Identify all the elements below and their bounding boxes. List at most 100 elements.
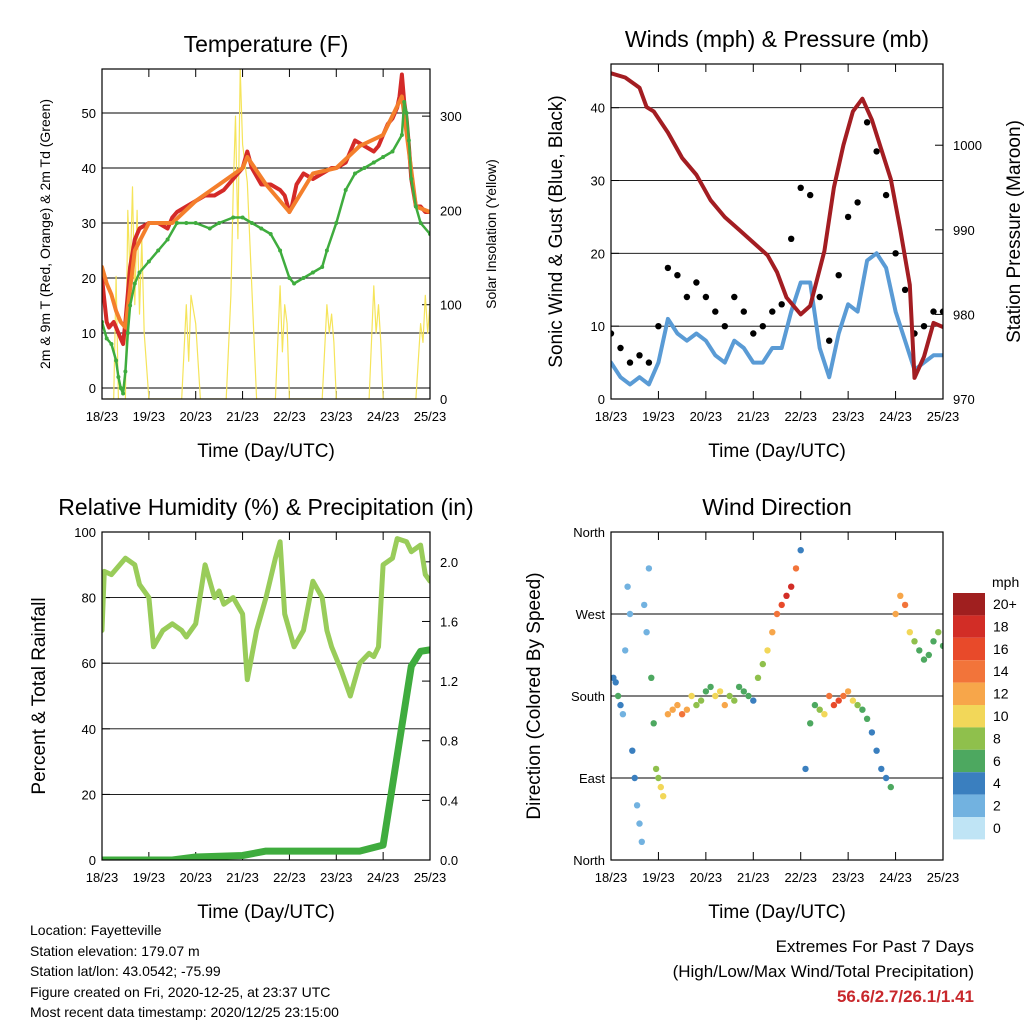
direction-point <box>925 651 932 659</box>
data-layer <box>102 69 430 399</box>
legend-swatch <box>953 749 985 773</box>
y-tick-label-right: 300 <box>440 109 462 124</box>
direction-point <box>882 774 890 782</box>
direction-point <box>892 610 899 618</box>
gust-point <box>712 308 719 315</box>
y-axis-label: 2m & 9m T (Red, Orange) & 2m Td (Green) <box>37 99 53 369</box>
x-tick-label: 22/23 <box>273 870 306 885</box>
gust-point <box>882 191 890 199</box>
gust-point <box>674 272 681 279</box>
direction-point <box>906 629 913 636</box>
direction-point <box>764 647 771 654</box>
dewpoint-point <box>390 149 395 154</box>
direction-point <box>624 583 631 590</box>
x-tick-label: 19/23 <box>642 409 675 424</box>
x-tick-label: 25/23 <box>927 409 960 424</box>
y-tick-label-right: 1.6 <box>440 614 458 629</box>
y-tick-label: 40 <box>591 101 605 116</box>
x-tick-label: 24/23 <box>367 409 400 424</box>
gust-point <box>636 352 643 359</box>
x-tick-label: 21/23 <box>226 870 259 885</box>
y-axis-label: Direction (Colored By Speed) <box>524 572 545 819</box>
direction-point <box>773 610 781 618</box>
direction-point <box>731 697 738 704</box>
gust-point <box>740 308 747 315</box>
y-axis-label: Percent & Total Rainfall <box>29 597 50 794</box>
direction-point <box>683 706 691 713</box>
direction-point <box>783 592 790 599</box>
gust-point <box>844 213 852 221</box>
legend-label: 4 <box>993 775 1001 791</box>
direction-point <box>678 711 686 718</box>
direction-point <box>849 697 857 704</box>
dewpoint-point <box>121 391 126 396</box>
dewpoint-point <box>362 166 367 170</box>
gust-point <box>863 119 871 126</box>
dewpoint-point <box>402 100 407 104</box>
dewpoint-point <box>409 177 414 181</box>
chart-title: Temperature (F) <box>184 31 349 57</box>
y-tick-label-right: 0.8 <box>440 734 458 749</box>
gust-point <box>664 264 672 272</box>
dewpoint-point <box>287 276 292 280</box>
dewpoint-point <box>156 248 161 253</box>
direction-point <box>688 692 695 700</box>
gust-point <box>721 323 728 330</box>
y-tick-label: North <box>573 525 605 540</box>
chart-title: Relative Humidity (%) & Precipitation (i… <box>58 494 473 520</box>
direction-point <box>840 692 847 700</box>
gust-point <box>854 199 861 206</box>
y-tick-label: 10 <box>82 326 96 341</box>
y-axis-label-right: Solar Insolation (Yellow) <box>483 159 499 309</box>
direction-point <box>750 697 757 704</box>
x-tick-label: 18/23 <box>86 870 119 885</box>
dewpoint-point <box>240 215 245 220</box>
panel-wind: Winds (mph) & Pressure (mb) Time (Day/UTC… <box>546 26 1024 462</box>
station-info: Location: Fayetteville Station elevation… <box>30 920 339 1023</box>
legend-label: 12 <box>993 686 1009 702</box>
dewpoint-point <box>137 270 142 275</box>
y-tick-label: 0 <box>89 381 96 396</box>
direction-point <box>778 601 785 609</box>
x-tick-label: 19/23 <box>642 870 675 885</box>
direction-point <box>707 683 714 691</box>
direction-point <box>935 629 942 636</box>
direction-point <box>660 793 667 800</box>
direction-point <box>792 565 800 572</box>
direction-point <box>617 701 624 709</box>
gust-point <box>645 359 653 366</box>
direction-point <box>807 720 814 727</box>
panel-rh: Relative Humidity (%) & Precipitation (i… <box>29 494 474 923</box>
gust-point <box>901 286 909 293</box>
x-tick-label: 23/23 <box>832 409 865 424</box>
direction-point <box>887 783 894 791</box>
gust-point <box>702 293 710 301</box>
gust-point <box>807 191 814 199</box>
direction-point <box>626 610 634 618</box>
chart-title: Winds (mph) & Pressure (mb) <box>625 26 929 52</box>
direction-point <box>643 629 650 636</box>
dewpoint-point <box>184 221 189 225</box>
y-tick-label: 20 <box>591 246 605 261</box>
y-tick-label: 0 <box>89 853 96 868</box>
direction-point <box>897 592 904 599</box>
dewpoint-point <box>165 237 170 242</box>
direction-point <box>612 679 619 686</box>
dewpoint-point <box>399 133 404 137</box>
y-tick-label-right: 100 <box>440 298 462 313</box>
direction-point <box>669 706 676 713</box>
direction-point <box>797 547 804 554</box>
x-tick-label: 19/23 <box>133 409 166 424</box>
data-layer <box>102 536 430 860</box>
direction-point <box>726 692 733 700</box>
temp-2m-line <box>102 72 430 346</box>
gust-point <box>683 293 691 301</box>
x-tick-label: 22/23 <box>273 409 306 424</box>
direction-point <box>788 583 795 590</box>
elevation-text: Station elevation: 179.07 m <box>30 942 200 959</box>
y-axis-label: Sonic Wind & Gust (Blue, Black) <box>546 95 567 367</box>
x-tick-label: 23/23 <box>832 870 865 885</box>
direction-point <box>878 765 885 773</box>
dewpoint-point <box>193 221 198 225</box>
legend-swatch <box>953 727 985 750</box>
